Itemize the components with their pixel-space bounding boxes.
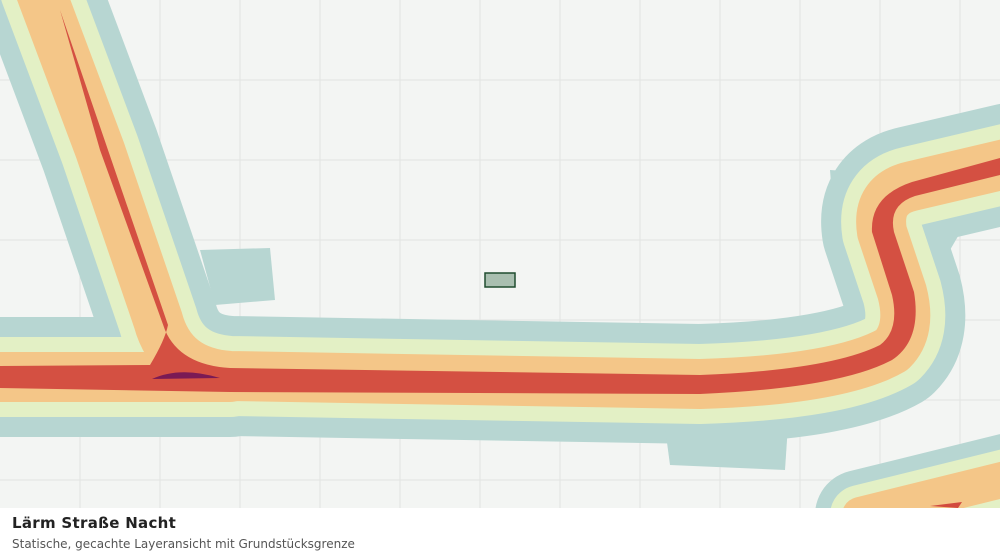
caption-bar: Lärm Straße Nacht Statische, gecachte La… [0,508,1000,560]
parcel-boundary [484,272,516,288]
noise-zone-extreme [152,372,220,379]
map-title: Lärm Straße Nacht [12,514,177,532]
noise-map [0,0,1000,508]
noise-zone-very-high [0,10,1000,508]
map-subtitle: Statische, gecachte Layeransicht mit Gru… [12,537,355,551]
